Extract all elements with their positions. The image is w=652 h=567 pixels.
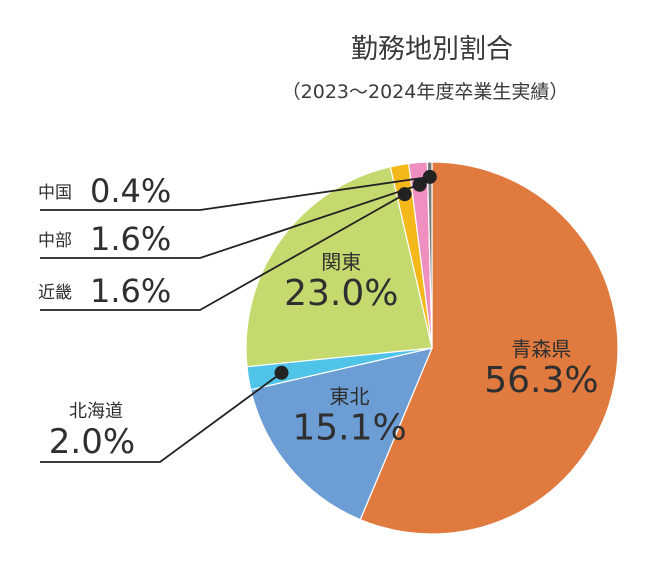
leader-lines [40, 169, 437, 463]
leader-line-2 [40, 372, 283, 463]
slice-label-3: 関東 [321, 250, 361, 274]
slice-value-2: 2.0% [49, 422, 135, 462]
slice-label-2: 北海道 [69, 401, 123, 422]
pie-slice-0 [359, 161, 619, 535]
leader-line-4 [40, 193, 406, 311]
pie-slice-6 [426, 161, 433, 349]
slice-value-1: 15.1% [292, 408, 406, 449]
pie-slice-1 [250, 347, 434, 521]
pie-slices [245, 161, 619, 535]
slice-label-1: 東北 [330, 385, 370, 409]
pie-slice-3 [245, 166, 433, 368]
chart-subtitle: （2023～2024年度卒業生実績） [282, 81, 569, 103]
leader-line-6 [40, 176, 430, 211]
slice-label-6: 中国 [38, 183, 72, 203]
slice-value-3: 23.0% [284, 273, 398, 314]
slice-label-4: 近畿 [38, 283, 72, 303]
chart-title: 勤務地別割合 [351, 34, 513, 65]
slice-value-4: 1.6% [90, 272, 171, 310]
slice-value-6: 0.4% [90, 172, 171, 210]
slice-label-5: 中部 [38, 231, 72, 251]
slice-label-0: 青森県 [511, 337, 571, 361]
slice-value-5: 1.6% [90, 220, 171, 258]
slice-value-0: 56.3% [484, 360, 598, 401]
leader-line-5 [40, 183, 420, 259]
